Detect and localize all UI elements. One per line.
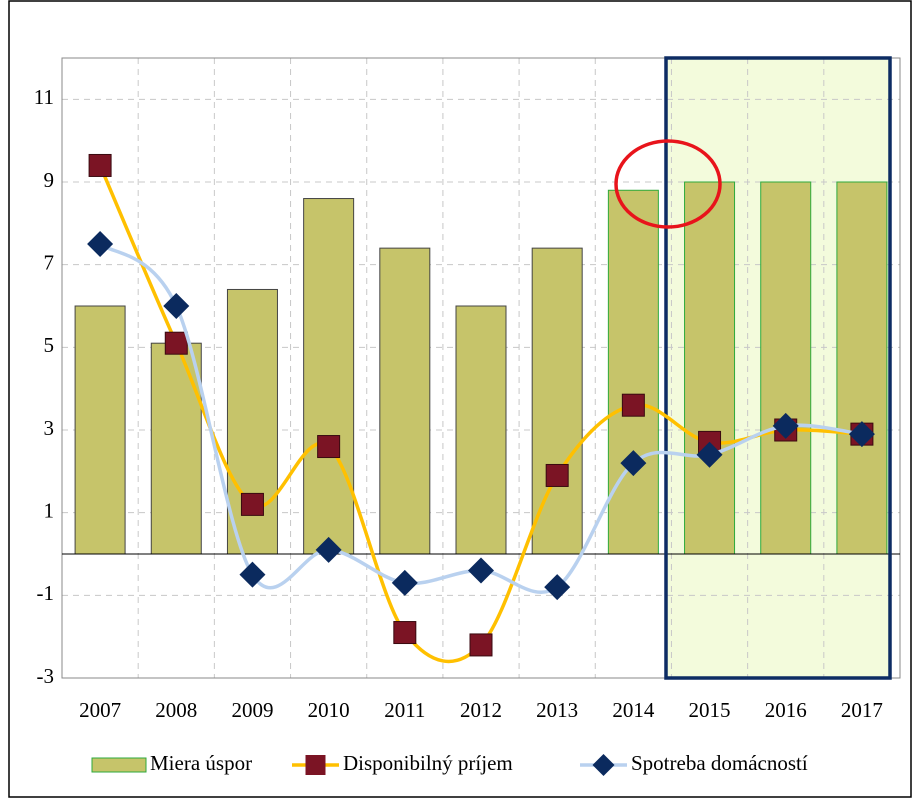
highlight-ellipse [614, 139, 722, 229]
x-tick-label: 2007 [79, 698, 121, 722]
legend-marker [592, 754, 615, 776]
marker [391, 569, 418, 596]
x-tick-label: 2015 [689, 698, 731, 722]
y-tick-label: 9 [44, 168, 55, 192]
y-tick-label: 3 [44, 416, 55, 440]
x-tick-label: 2008 [155, 698, 197, 722]
bar [607, 189, 659, 555]
marker [545, 463, 569, 487]
marker [468, 557, 494, 584]
marker [848, 421, 875, 448]
marker [696, 441, 723, 468]
bars [74, 181, 888, 555]
marker [164, 331, 188, 355]
bar [531, 247, 583, 555]
marker [163, 293, 190, 319]
x-tick-label: 2014 [612, 698, 655, 722]
bar [150, 342, 202, 555]
legend-marker [305, 755, 326, 775]
legend-swatch [91, 757, 147, 773]
marker [621, 393, 645, 417]
y-tick-label: 5 [44, 333, 55, 357]
y-tick-label: -3 [37, 664, 55, 688]
marker [544, 574, 571, 601]
bar [303, 198, 355, 555]
legend: Miera úspor Disponibilný príjem Spotreba d… [91, 751, 808, 776]
x-tick-label: 2017 [841, 698, 883, 722]
bar [760, 181, 812, 555]
y-tick-label: 7 [44, 250, 55, 274]
x-tick-label: 2009 [231, 698, 273, 722]
x-tick-label: 2016 [765, 698, 807, 722]
bar [74, 305, 126, 555]
x-tick-label: 2012 [460, 698, 502, 722]
marker [772, 412, 799, 439]
marker [393, 621, 417, 645]
x-tick-label: 2013 [536, 698, 578, 722]
plot-border [61, 57, 901, 679]
lines [87, 153, 875, 664]
y-tick-label: -1 [37, 581, 55, 605]
legend-label: Disponibilný príjem [343, 751, 513, 775]
y-tick-label: 1 [44, 498, 55, 522]
marker [317, 435, 341, 459]
marker [87, 231, 114, 257]
marker [88, 153, 112, 177]
forecast-box [664, 56, 892, 680]
marker [239, 561, 266, 588]
x-tick-label: 2011 [384, 698, 425, 722]
bar [379, 247, 431, 555]
legend-label: Spotreba domácností [631, 751, 808, 775]
marker [240, 492, 264, 516]
legend-label: Miera úspor [150, 751, 252, 775]
y-tick-label: 11 [34, 85, 54, 109]
bar [836, 181, 888, 555]
marker [620, 450, 647, 477]
bar [455, 305, 507, 555]
marker [315, 536, 342, 563]
x-tick-label: 2010 [308, 698, 350, 722]
marker [469, 633, 493, 657]
bar [684, 181, 736, 555]
